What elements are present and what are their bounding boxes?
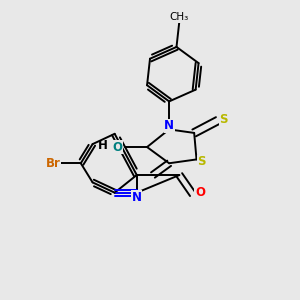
Text: CH₃: CH₃ (170, 13, 189, 22)
Text: H: H (98, 139, 108, 152)
Text: O: O (195, 186, 205, 199)
Text: S: S (198, 155, 206, 168)
Text: N: N (164, 119, 174, 132)
Text: S: S (219, 112, 228, 126)
Text: N: N (132, 190, 142, 204)
Text: Br: Br (45, 157, 60, 170)
Text: O: O (112, 141, 123, 154)
